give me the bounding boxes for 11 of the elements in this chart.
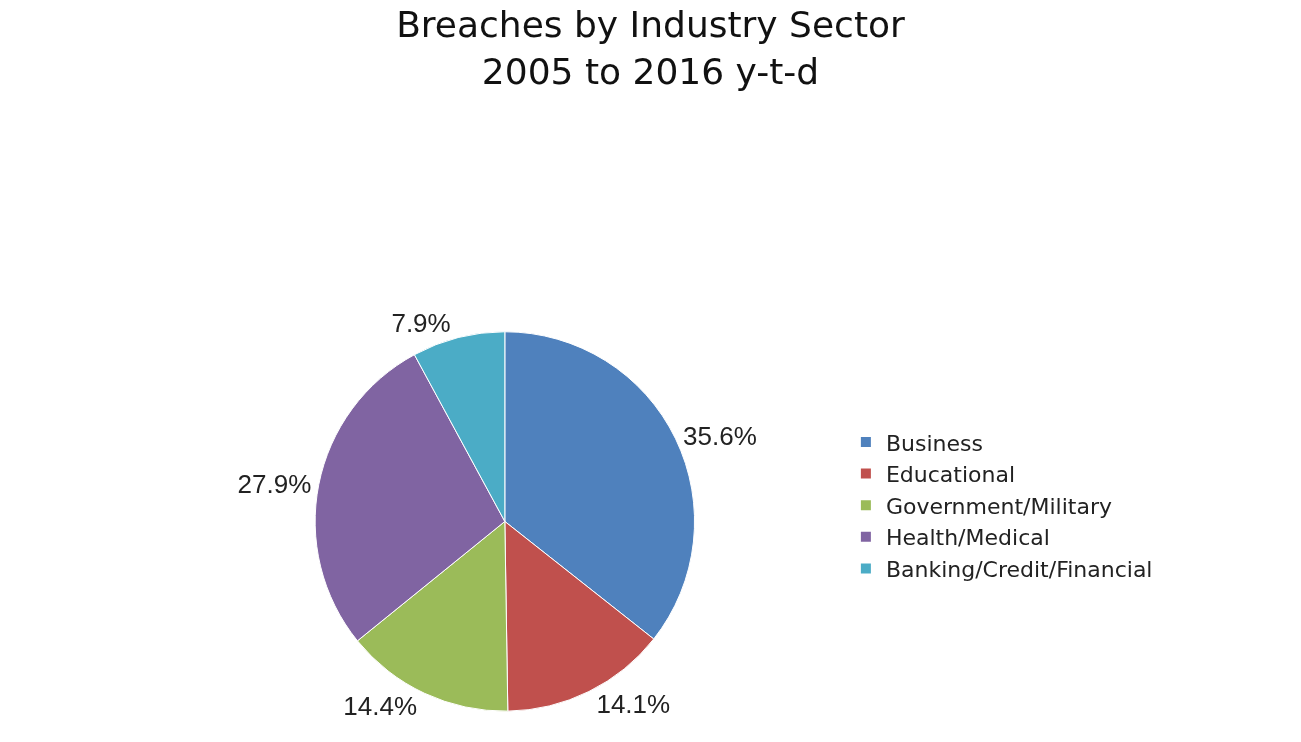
chart-title: Breaches by Industry Sector 2005 to 2016 y-t-d xyxy=(396,4,906,92)
legend-label: Educational xyxy=(885,462,1016,488)
legend-label: Government/Military xyxy=(885,493,1112,519)
data-label: 14.1% xyxy=(596,688,671,719)
legend-label: Health/Medical xyxy=(885,525,1050,551)
data-label: 27.9% xyxy=(237,468,312,499)
data-label: 35.6% xyxy=(683,420,757,451)
data-label: 14.4% xyxy=(343,690,418,721)
legend-label: Business xyxy=(885,430,983,456)
legend-label: Banking/Credit/Financial xyxy=(885,556,1153,582)
data-label: 7.9% xyxy=(391,308,451,339)
